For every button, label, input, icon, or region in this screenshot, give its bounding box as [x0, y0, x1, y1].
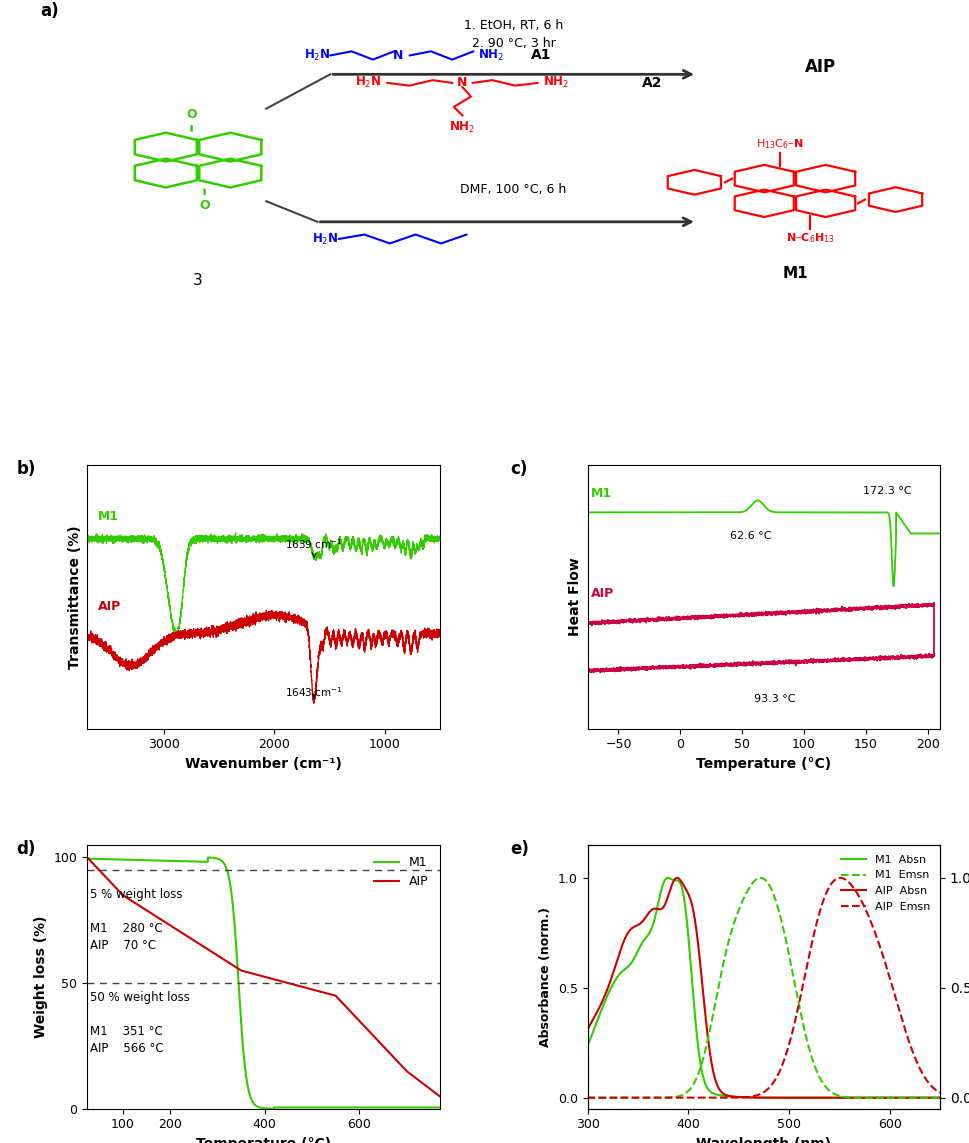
- Y-axis label: Transmittance (%): Transmittance (%): [68, 525, 81, 669]
- Text: 93.3 °C: 93.3 °C: [755, 694, 796, 704]
- Text: $\mathrm{H_{13}C_6}$–N: $\mathrm{H_{13}C_6}$–N: [756, 137, 803, 151]
- Text: 62.6 °C: 62.6 °C: [730, 530, 771, 541]
- Y-axis label: Heat Flow: Heat Flow: [568, 558, 582, 637]
- Line: M1: M1: [87, 857, 440, 1109]
- Text: AIP: AIP: [591, 586, 614, 600]
- Text: a): a): [41, 2, 59, 21]
- Text: M1: M1: [591, 487, 612, 499]
- Text: 3: 3: [193, 273, 203, 288]
- M1: [217, 855, 229, 869]
- AIP: [434, 1089, 446, 1103]
- Text: 1643 cm$^{-1}$: 1643 cm$^{-1}$: [286, 686, 343, 700]
- Text: N: N: [393, 49, 404, 62]
- Text: DMF, 100 °C, 6 h: DMF, 100 °C, 6 h: [460, 183, 567, 197]
- M1: [232, 962, 243, 976]
- Text: O: O: [200, 199, 210, 211]
- Legend: M1  Absn, M1  Emsn, AIP  Absn, AIP  Emsn: M1 Absn, M1 Emsn, AIP Absn, AIP Emsn: [837, 850, 934, 916]
- Text: N–C$_6$H$_{13}$: N–C$_6$H$_{13}$: [786, 231, 835, 245]
- M1: [203, 850, 214, 864]
- Text: AIP: AIP: [98, 600, 121, 613]
- X-axis label: Temperature (°C): Temperature (°C): [696, 757, 831, 772]
- Text: A2: A2: [641, 75, 662, 90]
- Text: c): c): [510, 459, 527, 478]
- AIP: [216, 952, 228, 966]
- Text: AIP: AIP: [805, 58, 836, 77]
- Text: O: O: [186, 109, 197, 121]
- Text: H$_2$N: H$_2$N: [355, 75, 382, 90]
- Y-axis label: Weight loss (%): Weight loss (%): [34, 916, 48, 1038]
- M1: [427, 1101, 439, 1114]
- Text: N: N: [457, 77, 468, 89]
- Text: b): b): [16, 459, 36, 478]
- Text: A1: A1: [531, 48, 551, 63]
- AIP: [426, 1084, 438, 1097]
- Text: NH$_2$: NH$_2$: [478, 48, 504, 63]
- Legend: M1, AIP: M1, AIP: [368, 852, 433, 894]
- Text: 172.3 °C: 172.3 °C: [863, 486, 912, 496]
- AIP: [81, 850, 93, 864]
- M1: [121, 853, 133, 866]
- M1: [142, 854, 154, 868]
- M1: [390, 1101, 401, 1114]
- Text: M1: M1: [98, 510, 119, 523]
- Text: 1. EtOH, RT, 6 h: 1. EtOH, RT, 6 h: [464, 19, 563, 32]
- AIP: [389, 1052, 400, 1065]
- Text: e): e): [510, 840, 529, 857]
- Text: 50 % weight loss

M1    351 °C
AIP    566 °C: 50 % weight loss M1 351 °C AIP 566 °C: [89, 991, 190, 1055]
- Text: M1: M1: [782, 266, 808, 281]
- Text: 5 % weight loss

M1    280 °C
AIP    70 °C: 5 % weight loss M1 280 °C AIP 70 °C: [89, 888, 182, 952]
- AIP: [142, 904, 154, 918]
- Line: AIP: AIP: [87, 857, 440, 1096]
- Text: NH$_2$: NH$_2$: [450, 120, 476, 135]
- M1: [268, 1102, 280, 1116]
- X-axis label: Temperature (°C): Temperature (°C): [196, 1137, 331, 1143]
- Text: 1639 cm$^{-1}$: 1639 cm$^{-1}$: [286, 537, 343, 557]
- X-axis label: Wavenumber (cm⁻¹): Wavenumber (cm⁻¹): [185, 757, 342, 772]
- AIP: [232, 961, 243, 975]
- X-axis label: Wavelength (nm): Wavelength (nm): [697, 1137, 831, 1143]
- M1: [434, 1101, 446, 1114]
- Text: H$_2$N: H$_2$N: [304, 48, 330, 63]
- Text: NH$_2$: NH$_2$: [544, 75, 569, 90]
- Text: 2. 90 °C, 3 hr: 2. 90 °C, 3 hr: [472, 37, 555, 49]
- M1: [81, 852, 93, 865]
- Y-axis label: Absorbance (norm.): Absorbance (norm.): [540, 906, 552, 1047]
- Text: d): d): [16, 840, 36, 857]
- Text: H$_2$N: H$_2$N: [312, 231, 339, 247]
- AIP: [121, 892, 133, 905]
